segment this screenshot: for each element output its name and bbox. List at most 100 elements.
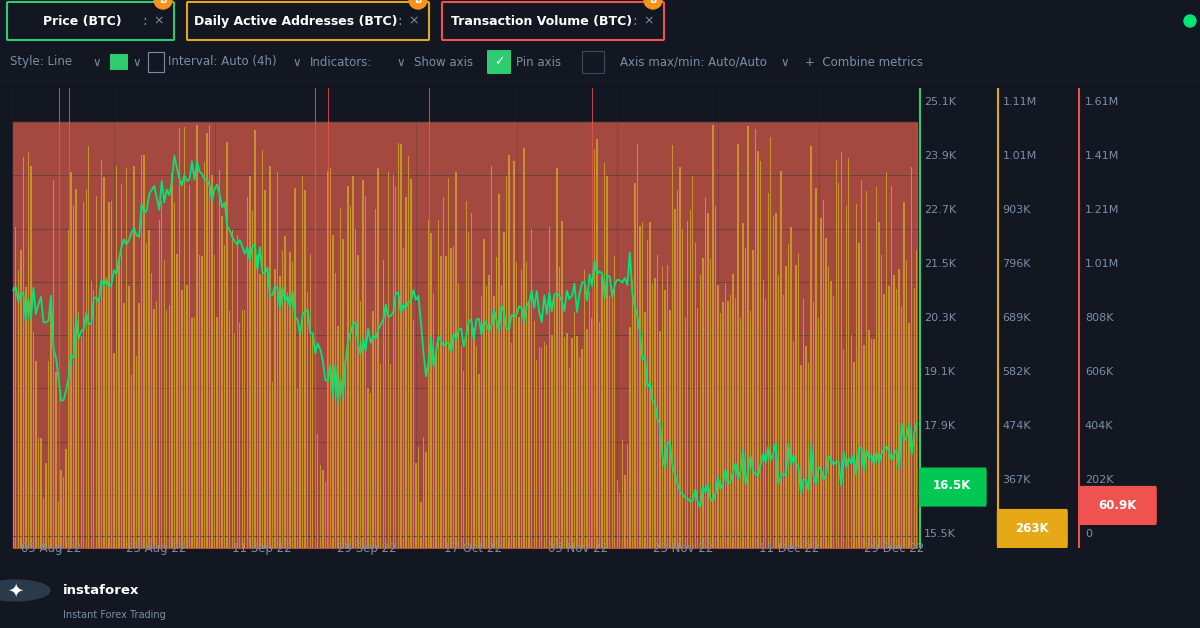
Text: 23 Aug 22: 23 Aug 22 xyxy=(126,543,186,555)
FancyBboxPatch shape xyxy=(187,2,430,40)
Bar xyxy=(32,332,34,548)
Bar xyxy=(96,196,97,548)
Bar xyxy=(244,310,246,548)
Bar xyxy=(206,133,208,548)
Bar xyxy=(876,187,877,548)
Text: 16.5K: 16.5K xyxy=(934,479,972,492)
Text: ∨: ∨ xyxy=(396,55,404,68)
Bar xyxy=(528,301,530,548)
Bar xyxy=(582,51,604,73)
Bar xyxy=(893,275,895,548)
Bar xyxy=(121,184,122,548)
Bar xyxy=(793,342,794,548)
Bar xyxy=(229,311,230,548)
Bar xyxy=(826,238,827,548)
Bar xyxy=(188,185,190,548)
Bar xyxy=(690,210,691,548)
Bar xyxy=(805,346,806,548)
Bar xyxy=(347,185,349,548)
Bar xyxy=(406,197,407,548)
Bar xyxy=(269,166,271,548)
Bar xyxy=(55,372,56,548)
Bar xyxy=(176,254,178,548)
Bar xyxy=(707,214,708,548)
Text: Show axis: Show axis xyxy=(414,55,473,68)
Bar xyxy=(156,301,157,548)
Bar xyxy=(289,252,290,548)
Bar xyxy=(571,338,572,548)
Bar xyxy=(768,193,769,548)
Bar xyxy=(28,153,29,548)
Bar xyxy=(12,287,14,548)
Bar xyxy=(732,274,733,548)
Bar xyxy=(275,269,276,548)
Bar xyxy=(257,255,258,548)
Bar xyxy=(511,343,512,548)
Bar xyxy=(413,320,414,548)
Bar xyxy=(858,243,859,548)
Bar xyxy=(282,251,283,548)
FancyBboxPatch shape xyxy=(487,50,511,74)
Text: ∨: ∨ xyxy=(292,55,301,68)
Bar xyxy=(349,206,352,548)
Bar xyxy=(516,263,517,548)
Bar xyxy=(730,295,731,548)
Bar xyxy=(702,257,703,548)
Bar xyxy=(300,333,301,548)
Bar xyxy=(700,274,701,548)
Bar xyxy=(172,173,173,548)
Text: 25.1K: 25.1K xyxy=(924,97,956,107)
Bar xyxy=(610,296,611,548)
Text: 05 Aug 22: 05 Aug 22 xyxy=(20,543,82,555)
Bar xyxy=(874,339,875,548)
Bar xyxy=(103,176,104,548)
Bar xyxy=(264,190,265,548)
Bar xyxy=(383,260,384,548)
Bar xyxy=(149,230,150,548)
Bar xyxy=(810,146,811,548)
Bar xyxy=(780,171,781,548)
Text: +  Combine metrics: + Combine metrics xyxy=(805,55,923,68)
Bar xyxy=(131,375,132,548)
Bar xyxy=(526,263,527,548)
Bar xyxy=(667,265,668,548)
Bar xyxy=(90,281,92,548)
Bar xyxy=(113,354,115,548)
FancyBboxPatch shape xyxy=(919,467,986,507)
Bar xyxy=(20,250,22,548)
Bar xyxy=(468,232,469,548)
Bar xyxy=(684,317,686,548)
Bar xyxy=(734,298,737,548)
Bar xyxy=(252,211,253,548)
Bar xyxy=(626,443,628,548)
Bar xyxy=(863,345,864,548)
Bar xyxy=(458,283,460,548)
Bar xyxy=(838,183,840,548)
Bar xyxy=(642,222,643,548)
Bar xyxy=(392,175,394,548)
Bar xyxy=(340,208,341,548)
Bar xyxy=(422,437,424,548)
Bar xyxy=(390,364,391,548)
Text: :: : xyxy=(397,14,402,28)
Text: ×: × xyxy=(409,14,419,28)
Bar xyxy=(551,335,552,548)
Bar xyxy=(211,175,212,548)
Bar xyxy=(461,346,462,548)
Bar xyxy=(787,244,790,548)
Bar xyxy=(319,465,320,548)
Bar xyxy=(448,178,449,548)
Bar xyxy=(342,239,343,548)
Bar xyxy=(218,170,221,548)
Text: Style: Line: Style: Line xyxy=(10,55,72,68)
Bar xyxy=(860,180,862,548)
Bar xyxy=(798,253,799,548)
Bar xyxy=(239,323,240,548)
Text: 11 Sep 22: 11 Sep 22 xyxy=(232,543,292,555)
Bar xyxy=(748,126,749,548)
Text: 263K: 263K xyxy=(1015,522,1049,534)
Bar xyxy=(234,333,235,548)
Circle shape xyxy=(0,580,50,601)
Bar xyxy=(574,312,575,548)
Bar xyxy=(18,270,19,548)
